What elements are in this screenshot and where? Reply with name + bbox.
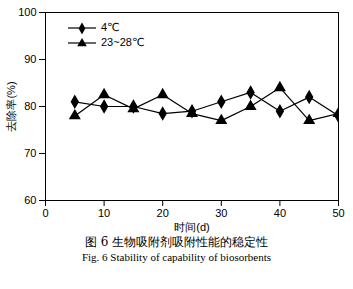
svg-text:80: 80 <box>24 100 36 112</box>
svg-text:10: 10 <box>98 207 110 219</box>
html-text:4℃: 4℃ <box>101 21 120 33</box>
html-text:23~28℃: 23~28℃ <box>101 36 145 48</box>
svg-text:70: 70 <box>24 147 36 159</box>
html-text:图 6 生物吸附剂吸附性能的稳定性: 图 6 生物吸附剂吸附性能的稳定性 <box>84 235 269 249</box>
svg-text:100: 100 <box>18 6 36 18</box>
svg-text:30: 30 <box>215 207 227 219</box>
svg-text:40: 40 <box>274 207 286 219</box>
svg-text:去除率(%): 去除率(%) <box>5 81 17 131</box>
svg-text:20: 20 <box>157 207 169 219</box>
svg-text:60: 60 <box>24 194 36 206</box>
svg-text:90: 90 <box>24 53 36 65</box>
svg-text:0: 0 <box>42 207 48 219</box>
svg-text:时间(d): 时间(d) <box>174 221 209 233</box>
html-text:Fig. 6 Stability of capability: Fig. 6 Stability of capability of biosor… <box>81 251 272 263</box>
svg-text:50: 50 <box>332 207 344 219</box>
